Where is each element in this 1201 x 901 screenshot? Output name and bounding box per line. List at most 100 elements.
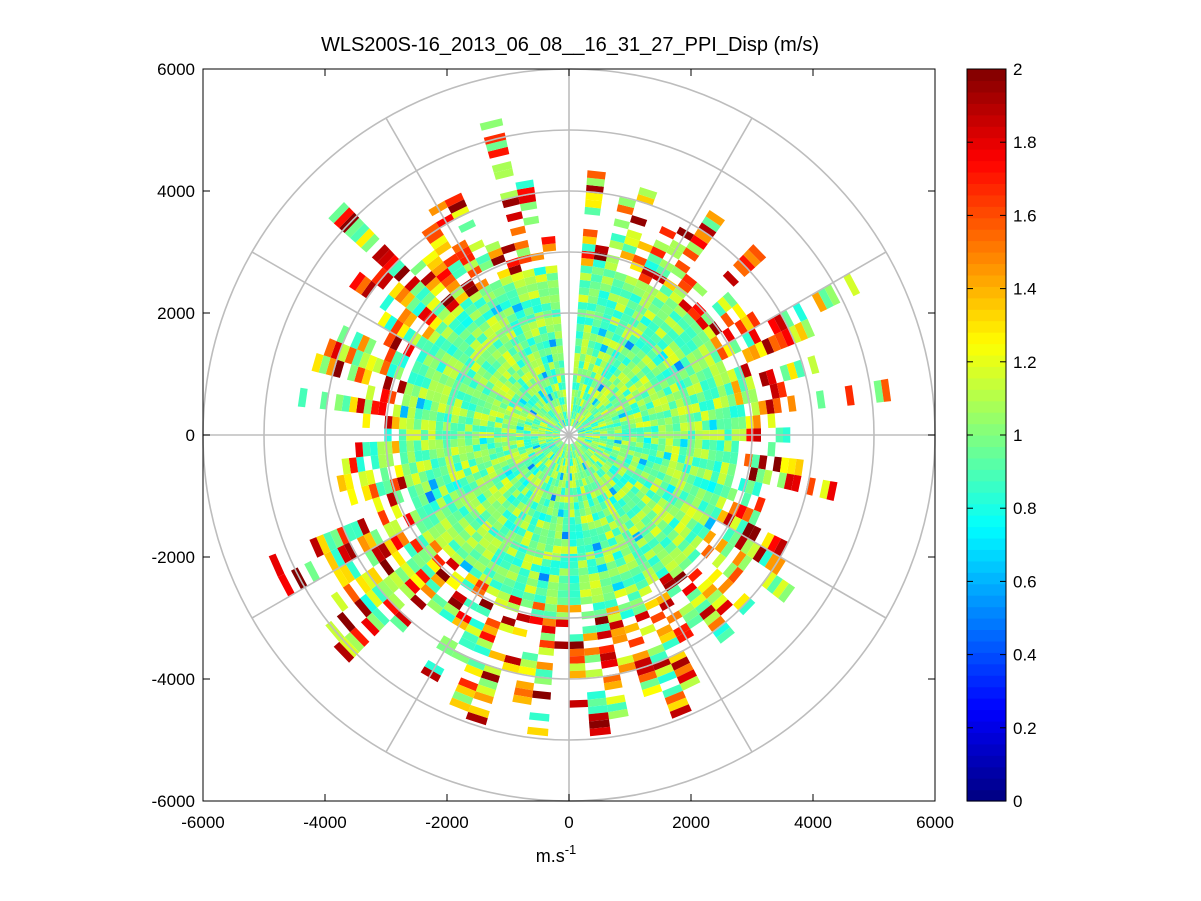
data-cell (489, 453, 498, 461)
data-cell (531, 442, 540, 447)
data-cell (367, 567, 383, 585)
data-cell (555, 338, 563, 347)
data-cell (553, 415, 560, 423)
data-cell (479, 468, 489, 478)
data-cell (538, 425, 547, 430)
data-cell (406, 557, 421, 574)
data-cell (603, 463, 611, 471)
data-cell (579, 391, 585, 399)
data-cell (602, 353, 612, 363)
data-cell (605, 514, 615, 524)
data-cell (573, 412, 578, 420)
data-cell (590, 407, 598, 415)
data-cell (579, 508, 587, 517)
data-cell (578, 456, 584, 464)
data-cell (533, 266, 547, 276)
data-cell (562, 443, 566, 451)
data-cell (636, 437, 644, 443)
data-cell (496, 268, 511, 280)
data-cell (716, 627, 735, 644)
data-cell (415, 286, 431, 302)
data-cell (362, 413, 371, 428)
data-cell (563, 419, 567, 427)
data-cell (597, 327, 608, 337)
colorbar-swatch (967, 69, 1006, 82)
data-cell (592, 429, 600, 433)
data-cell (537, 472, 545, 480)
data-cell (516, 439, 524, 445)
data-cell (571, 473, 576, 481)
data-cell (652, 503, 663, 515)
data-cell (556, 405, 561, 414)
data-cell (407, 406, 416, 419)
data-cell (542, 340, 551, 349)
data-cell (388, 281, 405, 299)
data-cell (330, 341, 344, 360)
colorbar-swatch (967, 675, 1006, 688)
data-cell (585, 436, 593, 440)
data-cell (415, 335, 428, 350)
data-cell (455, 390, 466, 401)
data-cell (350, 223, 370, 243)
data-cell (438, 373, 449, 385)
data-cell (572, 450, 576, 459)
data-cell (668, 340, 680, 353)
data-cell (634, 467, 643, 477)
data-cell (554, 330, 563, 339)
data-cell (735, 504, 748, 520)
data-cell (608, 520, 618, 531)
data-cell (645, 489, 656, 500)
data-cell (391, 416, 400, 430)
data-cell (671, 656, 691, 671)
data-cell (613, 401, 622, 409)
data-cell (592, 601, 606, 611)
data-cell (581, 462, 587, 471)
data-cell (497, 406, 507, 415)
data-cell (583, 409, 589, 417)
data-cell (554, 367, 561, 376)
data-cell (377, 580, 394, 598)
data-cell (710, 335, 723, 350)
data-cell (479, 425, 488, 433)
data-cell (644, 598, 660, 611)
data-cell (577, 390, 582, 399)
data-cell (429, 316, 443, 331)
data-cell (323, 551, 340, 572)
data-cell (685, 517, 698, 531)
data-cell (328, 202, 350, 224)
data-cell (464, 524, 477, 537)
data-cell (523, 441, 532, 447)
data-cell (528, 320, 539, 331)
data-cell (748, 509, 761, 526)
data-cell (614, 425, 622, 431)
data-cell (508, 563, 521, 575)
data-cell (716, 599, 733, 616)
data-cell (529, 454, 538, 461)
data-cell (491, 360, 502, 371)
data-cell (679, 675, 701, 691)
data-cell (370, 455, 380, 470)
data-cell (516, 247, 531, 258)
data-cell (642, 684, 663, 698)
data-cell (621, 436, 630, 442)
data-cell (656, 471, 666, 481)
data-cell (496, 292, 509, 305)
data-cell (527, 412, 536, 419)
data-cell (524, 391, 533, 400)
data-cell (630, 375, 640, 385)
data-cell (650, 443, 659, 451)
data-cell (336, 474, 347, 493)
data-cell (577, 427, 585, 432)
data-cell (599, 501, 608, 511)
data-cell (458, 637, 476, 651)
data-cell (546, 354, 554, 363)
data-cell (588, 705, 608, 715)
data-cell (485, 139, 508, 152)
data-cell (641, 354, 652, 366)
data-cell (553, 463, 559, 472)
data-cell (525, 446, 534, 453)
data-cell (434, 535, 448, 549)
data-cell (430, 458, 440, 470)
data-cell (403, 312, 418, 328)
data-cell (631, 389, 641, 398)
